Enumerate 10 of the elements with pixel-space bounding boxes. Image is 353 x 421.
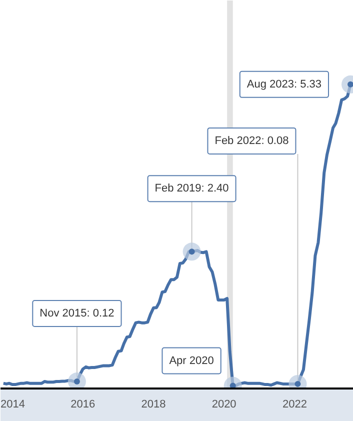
x-tick-label: 2022: [282, 398, 307, 410]
x-tick-label: 2018: [141, 398, 166, 410]
x-tick-label: 2016: [70, 398, 96, 410]
x-tick-label: 2020: [212, 398, 236, 410]
annotation: Aug 2023: 5.33: [246, 78, 322, 90]
annotation: Feb 2019: 2.40: [154, 182, 229, 195]
x-tick-label: 2014: [0, 398, 25, 410]
annotation: Apr 2020: [169, 354, 214, 367]
annotation: Feb 2022: 0.08: [214, 134, 289, 147]
annotation: Nov 2015: 0.12: [40, 308, 114, 320]
